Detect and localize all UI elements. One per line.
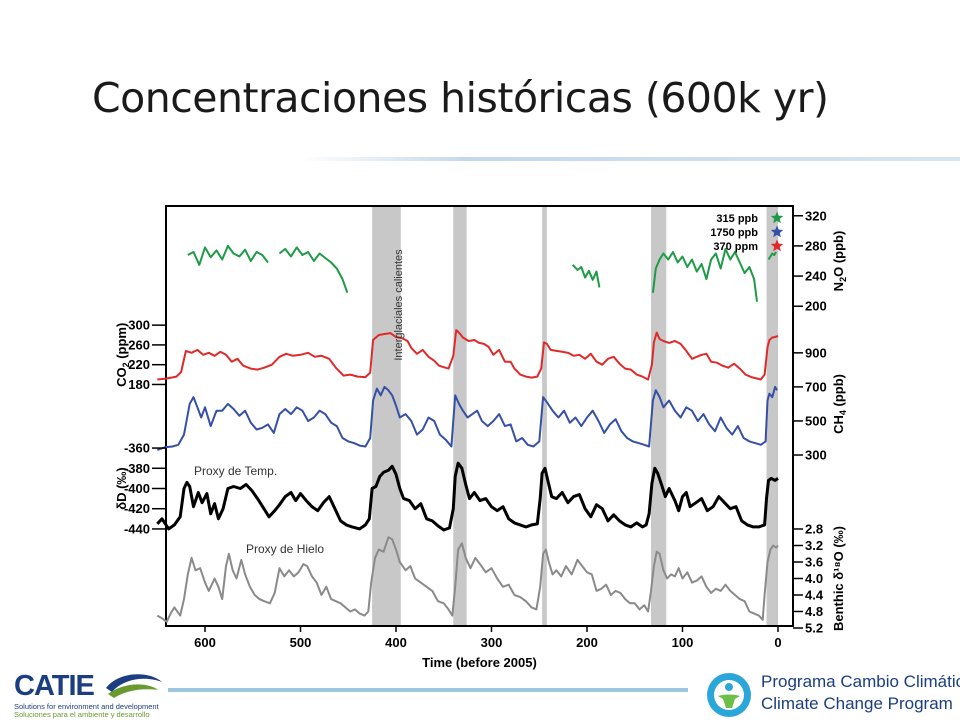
catie-tagline-es: Soluciones para el ambiente y desarrollo (14, 710, 150, 719)
co2-tick-label-260: 260 (128, 337, 150, 352)
x-axis-label: Time (before 2005) (422, 655, 537, 670)
ice-axis-title: Benthic δ¹⁸O (‰) (831, 526, 846, 631)
n2o-line-4 (651, 247, 758, 302)
modern-value-label-3: 370 ppm (713, 241, 758, 253)
ice-tick-label-4: 4.0 (805, 571, 823, 586)
co2-tick-label-220: 220 (128, 357, 150, 372)
ch4-tick-label-900: 900 (805, 345, 827, 360)
ch4-line (156, 385, 778, 451)
interglacial-band-4 (650, 206, 667, 626)
ch4-tick-label-500: 500 (805, 413, 827, 428)
interglacial-band-3 (542, 206, 547, 626)
ice-tick-label-4.4: 4.4 (805, 588, 824, 603)
ch4-axis-title: CH4 (ppb) (831, 374, 848, 434)
series-lines (156, 244, 779, 623)
chart-annotations: Interglaciales calientes Proxy de Temp. Pr… (194, 249, 405, 556)
catie-logo: CATIE Solutions for environment and deve… (8, 668, 168, 720)
ice-tick-label-3.2: 3.2 (805, 538, 823, 553)
modern-values-legend: 315 ppb 1750 ppb 370 ppm (710, 211, 784, 253)
slide-title: Concentraciones históricas (600k yr) (92, 74, 829, 122)
x-tick-label-0: 0 (774, 635, 781, 650)
catie-tagline-en: Solutions for environment and developmen… (14, 702, 159, 711)
ice-tick-label-4.8: 4.8 (805, 604, 823, 619)
ice-tick-label-3.6: 3.6 (805, 555, 823, 570)
ch4-tick-label-300: 300 (805, 448, 827, 463)
modern-value-label-1: 315 ppb (716, 213, 758, 225)
n2o-line-1 (187, 244, 269, 266)
n2o-tick-label-240: 240 (805, 269, 827, 284)
temp-line (156, 461, 779, 532)
interglacial-band-2 (453, 206, 467, 626)
modern-value-star-2-icon (770, 225, 784, 238)
ch4-tick-label-700: 700 (805, 379, 827, 394)
n2o-line-2 (278, 246, 349, 294)
x-tick-label-300: 300 (481, 635, 503, 650)
x-tick-label-400: 400 (385, 635, 407, 650)
x-tick-label-200: 200 (576, 635, 598, 650)
n2o-tick-label-280: 280 (805, 238, 827, 253)
modern-value-star-3-icon (770, 239, 784, 252)
ice-line (156, 536, 779, 623)
title-underline (300, 157, 960, 161)
x-tick-label-500: 500 (290, 635, 312, 650)
program-name-en: Climate Change Program (761, 694, 953, 713)
co2-axis-title: CO2 (ppm) (114, 323, 131, 387)
interglacial-band-5 (766, 206, 778, 626)
ice-tick-label-2.8: 2.8 (805, 522, 823, 537)
temp-axis-title: δD (‰) (114, 467, 129, 510)
co2-tick-label-180: 180 (128, 377, 150, 392)
n2o-tick-label-320: 320 (805, 208, 827, 223)
modern-value-star-1-icon (770, 211, 784, 224)
catie-wordmark: CATIE (14, 670, 95, 702)
ice-proxy-label: Proxy de Hielo (246, 542, 324, 556)
x-tick-label-600: 600 (194, 635, 216, 650)
n2o-axis-title: N2O (ppb) (831, 231, 848, 292)
n2o-line-5 (767, 251, 777, 261)
co2-line (157, 329, 779, 381)
x-tick-label-100: 100 (672, 635, 694, 650)
n2o-tick-label-200: 200 (805, 299, 827, 314)
interglacial-label: Interglaciales calientes (393, 249, 405, 361)
temp-tick-label--440: -440 (124, 521, 150, 536)
plot-frame (165, 205, 794, 627)
n2o-line-3 (571, 264, 601, 288)
footer-divider (168, 688, 688, 692)
modern-value-label-2: 1750 ppb (710, 227, 758, 239)
temp-tick-label--380: -380 (124, 461, 150, 476)
temp-proxy-label: Proxy de Temp. (194, 464, 277, 478)
x-axis: 600 500 400 300 200 100 0 Time (before 2005) (194, 626, 782, 670)
temp-tick-label--400: -400 (124, 481, 150, 496)
program-name-es: Programa Cambio Climático (761, 672, 960, 691)
interglacial-bands (372, 206, 778, 626)
catie-swoosh-icon (106, 674, 162, 698)
program-globe-icon (707, 673, 751, 717)
ice-tick-label-5.2: 5.2 (805, 621, 823, 636)
right-axes: 320 280 240 200 N2O (ppb) 900 700 500 300 CH4 (pp… (793, 208, 848, 636)
co2-tick-label-300: 300 (128, 318, 150, 333)
program-logo: Programa Cambio Climático Climate Change… (704, 670, 960, 720)
temp-tick-label--420: -420 (124, 501, 150, 516)
temp-tick-label--360: -360 (124, 441, 150, 456)
